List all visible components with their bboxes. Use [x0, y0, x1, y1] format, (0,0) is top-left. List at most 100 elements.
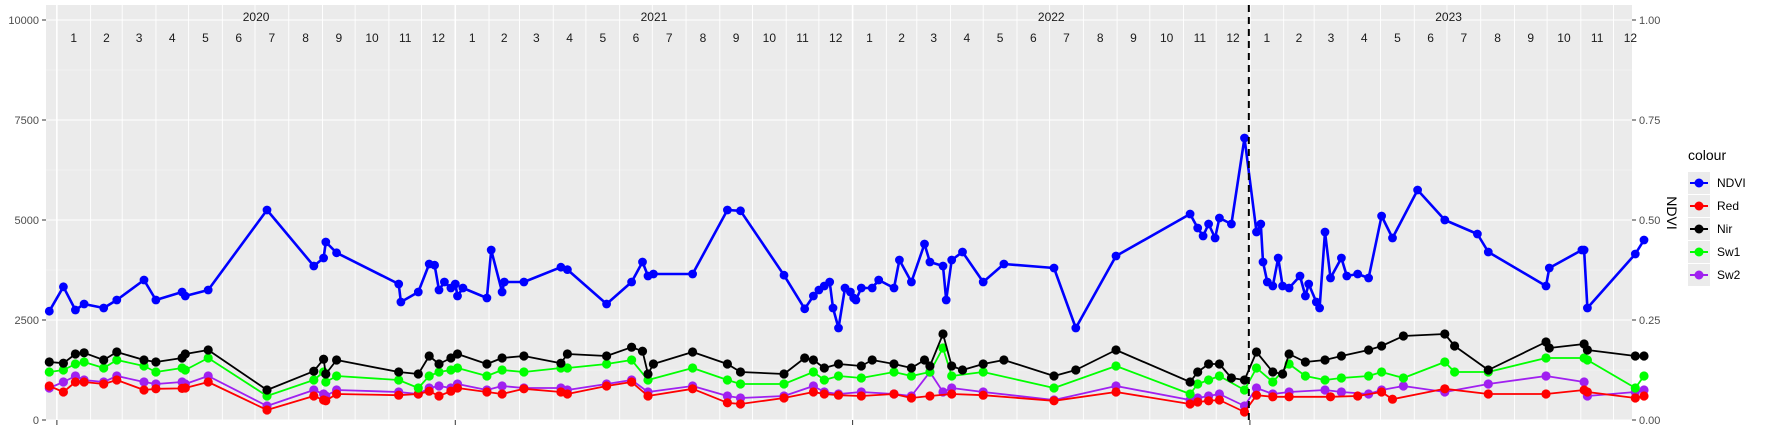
data-point: [1320, 375, 1330, 385]
month-label: 12: [829, 31, 843, 45]
month-label: 3: [1328, 31, 1335, 45]
data-point: [602, 381, 612, 391]
data-point: [722, 359, 733, 369]
data-point: [99, 355, 109, 365]
data-point: [1541, 281, 1551, 291]
data-point: [452, 363, 463, 373]
data-point: [482, 359, 492, 369]
data-point: [1193, 379, 1203, 389]
data-point: [1111, 387, 1121, 397]
data-point: [1300, 371, 1310, 381]
data-point: [1273, 253, 1283, 263]
data-point: [1630, 393, 1640, 403]
legend-item-ndvi: NDVI: [1688, 172, 1746, 194]
data-point: [99, 303, 109, 313]
data-point: [1440, 215, 1450, 225]
data-point: [70, 377, 80, 387]
data-point: [1377, 211, 1386, 221]
data-point: [434, 285, 444, 295]
data-point: [394, 279, 404, 289]
legend-key-point: [1694, 270, 1704, 280]
data-point: [809, 291, 818, 301]
month-label: 5: [599, 31, 606, 45]
data-point: [735, 367, 746, 377]
data-point: [1630, 351, 1640, 361]
data-point: [1252, 227, 1261, 237]
legend: colour NDVI Red Nir Sw1 Sw2: [1688, 147, 1746, 286]
data-point: [151, 367, 161, 377]
y-tick-label: 0: [33, 415, 39, 427]
data-point: [722, 375, 733, 385]
data-point: [1450, 341, 1460, 351]
data-point: [332, 371, 342, 381]
data-point: [1204, 219, 1213, 229]
y-axis-left: 0 2500 5000 7500 10000: [8, 15, 46, 427]
month-label: 4: [1361, 31, 1368, 45]
data-point: [79, 357, 89, 367]
data-point: [1541, 371, 1551, 381]
month-label: 4: [169, 31, 176, 45]
data-point: [1377, 387, 1387, 397]
data-point: [446, 353, 456, 363]
data-point: [643, 369, 653, 379]
legend-item-sw1: Sw1: [1688, 241, 1741, 263]
data-point: [139, 355, 149, 365]
data-point: [1185, 389, 1195, 399]
data-point: [424, 386, 434, 396]
year-label: 2020: [243, 10, 270, 24]
month-label: 7: [1460, 31, 1467, 45]
data-point: [434, 367, 444, 377]
data-point: [1239, 375, 1250, 385]
data-point: [856, 391, 866, 401]
y-axis-right: 0.00 0.25 0.50 0.75 1.00: [1632, 15, 1660, 427]
data-point: [203, 285, 213, 295]
data-point: [1251, 383, 1262, 393]
data-point: [800, 353, 810, 363]
series-layer: [44, 133, 1649, 417]
data-point: [1639, 391, 1649, 401]
data-point: [396, 297, 406, 307]
data-point: [44, 306, 54, 316]
data-point: [1215, 213, 1224, 223]
data-point: [262, 385, 272, 395]
data-point: [1268, 392, 1278, 402]
data-point: [70, 349, 80, 359]
data-point: [819, 389, 829, 399]
data-point: [938, 329, 948, 339]
data-point: [1336, 351, 1346, 361]
data-point: [735, 379, 746, 389]
data-point: [1071, 323, 1081, 333]
data-point: [1364, 273, 1373, 283]
data-point: [889, 283, 899, 293]
data-point: [332, 389, 342, 399]
data-point: [309, 366, 319, 376]
data-point: [1268, 281, 1278, 291]
data-point: [1226, 373, 1236, 383]
data-point: [1326, 273, 1335, 283]
data-point: [1251, 363, 1262, 373]
data-point: [1251, 390, 1262, 400]
data-point: [180, 349, 190, 359]
data-point: [889, 389, 899, 399]
data-point: [1388, 233, 1397, 243]
data-point: [203, 377, 213, 387]
data-point: [434, 359, 444, 369]
month-label: 6: [235, 31, 242, 45]
data-point: [112, 347, 122, 357]
data-point: [151, 295, 161, 305]
month-label: 10: [1160, 31, 1174, 45]
data-point: [321, 396, 331, 406]
y-tick-label: 7500: [15, 115, 39, 127]
y2-tick-label: 1.00: [1639, 15, 1660, 27]
data-point: [978, 359, 988, 369]
data-point: [58, 387, 68, 397]
month-label: 6: [1427, 31, 1434, 45]
data-point: [1398, 373, 1408, 383]
data-point: [1387, 394, 1398, 404]
data-point: [1342, 271, 1352, 281]
data-point: [735, 399, 746, 409]
data-point: [602, 351, 612, 361]
data-point: [1049, 371, 1059, 381]
data-point: [1473, 229, 1482, 239]
data-point: [1049, 263, 1059, 273]
